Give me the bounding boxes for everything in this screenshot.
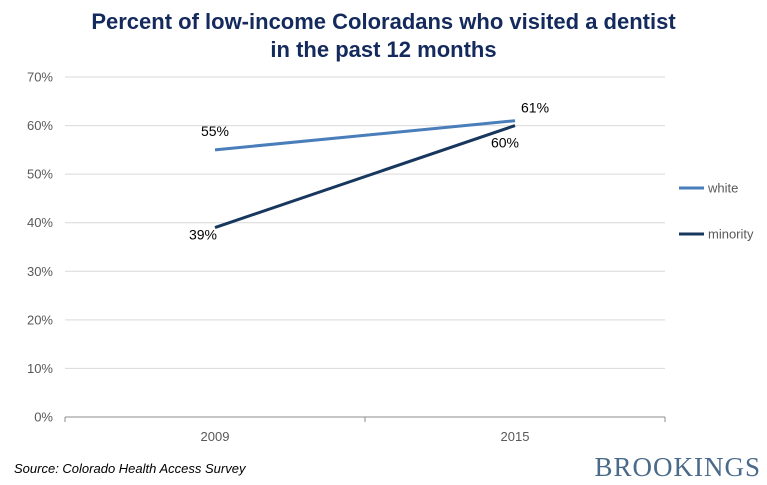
x-tick-label: 2009 — [201, 429, 230, 444]
x-tick-label: 2015 — [501, 429, 530, 444]
series-line-white — [214, 119, 516, 152]
y-tick-label: 60% — [27, 118, 53, 133]
legend-label-minority: minority — [708, 227, 754, 242]
y-tick-label: 50% — [27, 167, 53, 182]
data-labels: 55% 61% 39% 60% — [189, 100, 549, 243]
y-tick-label: 40% — [27, 215, 53, 230]
legend: white minority — [679, 181, 754, 242]
data-label: 61% — [521, 100, 549, 116]
y-tick-label: 0% — [34, 410, 53, 425]
source-note: Source: Colorado Health Access Survey — [14, 461, 246, 476]
y-tick-label: 20% — [27, 312, 53, 327]
y-tick-label: 30% — [27, 264, 53, 279]
brookings-logo: BROOKINGS — [594, 452, 761, 482]
series-lines — [214, 119, 516, 229]
chart-title: Percent of low-income Coloradans who vis… — [0, 8, 767, 64]
chart-title-line-2: in the past 12 months — [270, 37, 497, 62]
legend-label-white: white — [707, 181, 738, 196]
y-tick-label: 70% — [27, 70, 53, 85]
x-axis-ticks: 2009 2015 — [201, 429, 530, 444]
data-label: 55% — [201, 123, 229, 139]
data-label: 39% — [189, 227, 217, 243]
gridlines — [64, 76, 666, 422]
y-tick-label: 10% — [27, 361, 53, 376]
y-axis-ticks: 0% 10% 20% 30% 40% 50% 60% 70% — [27, 70, 53, 425]
chart-title-line-1: Percent of low-income Coloradans who vis… — [91, 9, 676, 34]
series-line-minority — [214, 124, 516, 229]
data-label: 60% — [491, 135, 519, 151]
